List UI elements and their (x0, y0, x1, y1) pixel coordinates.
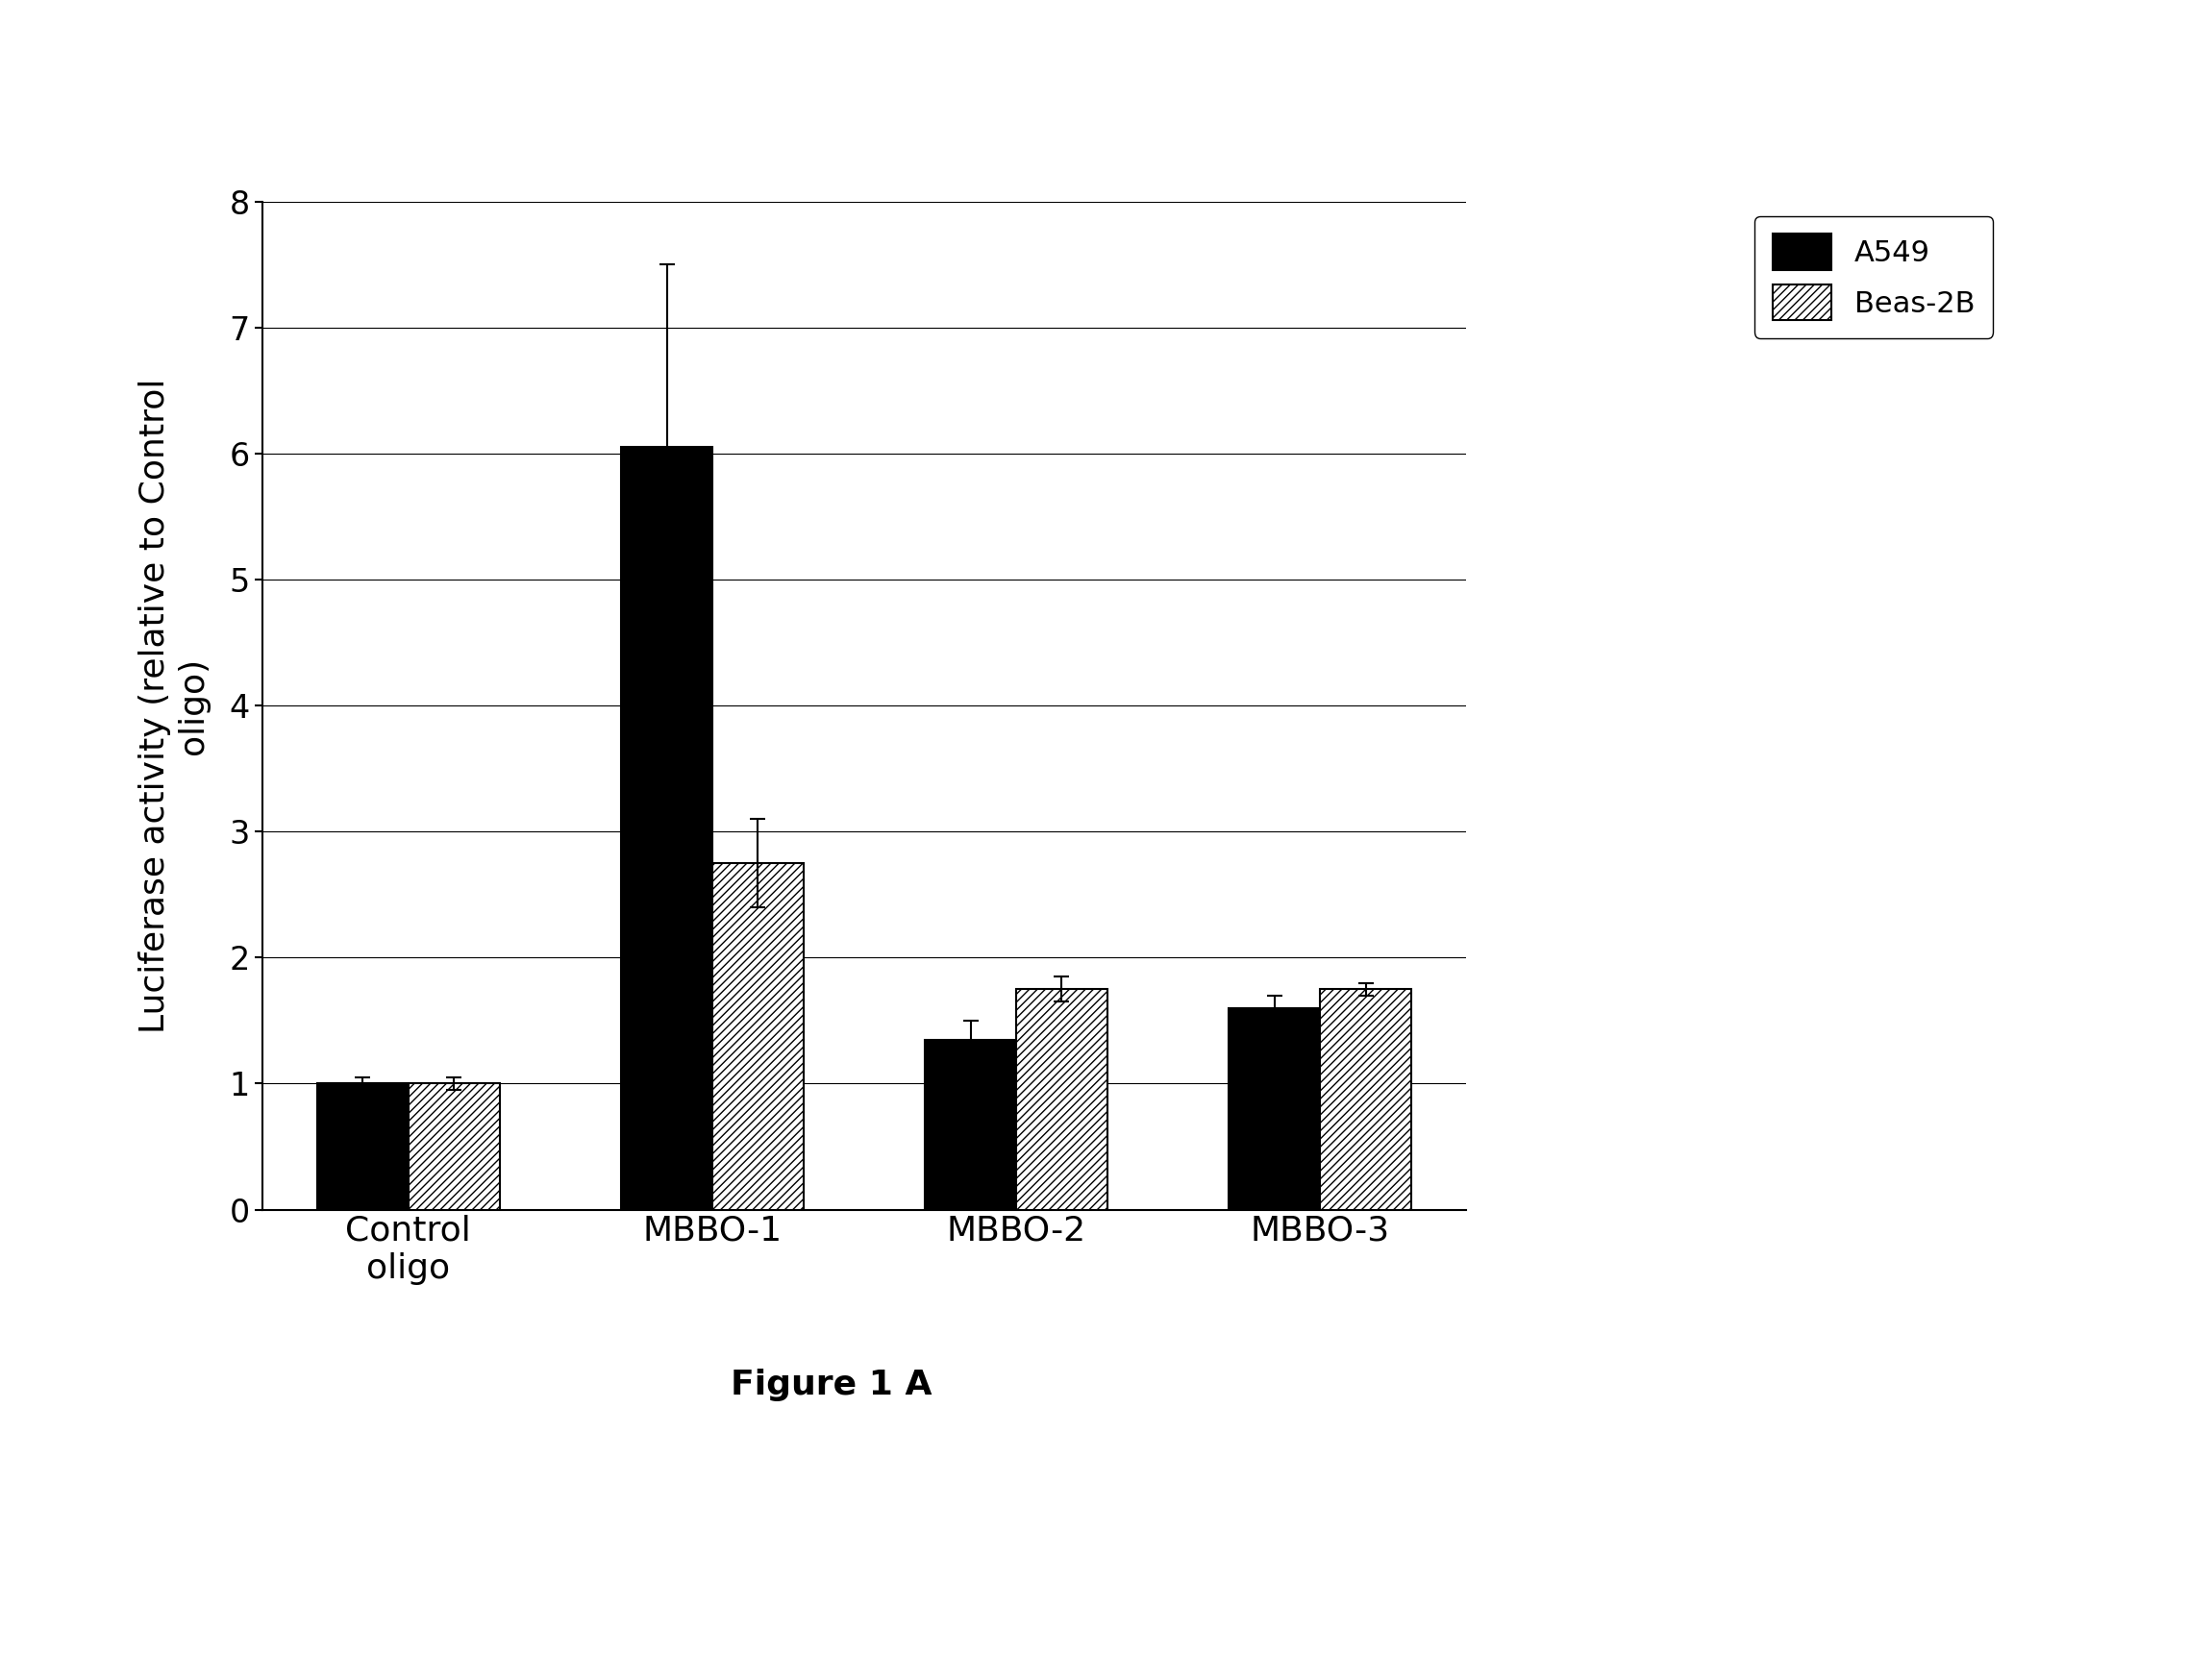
Y-axis label: Luciferase activity (relative to Control
oligo): Luciferase activity (relative to Control… (138, 378, 210, 1033)
Bar (409, 1084, 499, 1210)
Bar (1015, 990, 1107, 1210)
Bar (713, 864, 803, 1210)
Text: Figure 1 A: Figure 1 A (731, 1369, 932, 1401)
Bar (317, 1084, 409, 1210)
Bar (926, 1040, 1015, 1210)
Bar (621, 447, 713, 1210)
Bar (1230, 1008, 1319, 1210)
Legend: A549, Beas-2B: A549, Beas-2B (1755, 217, 1993, 338)
Bar (1319, 990, 1411, 1210)
